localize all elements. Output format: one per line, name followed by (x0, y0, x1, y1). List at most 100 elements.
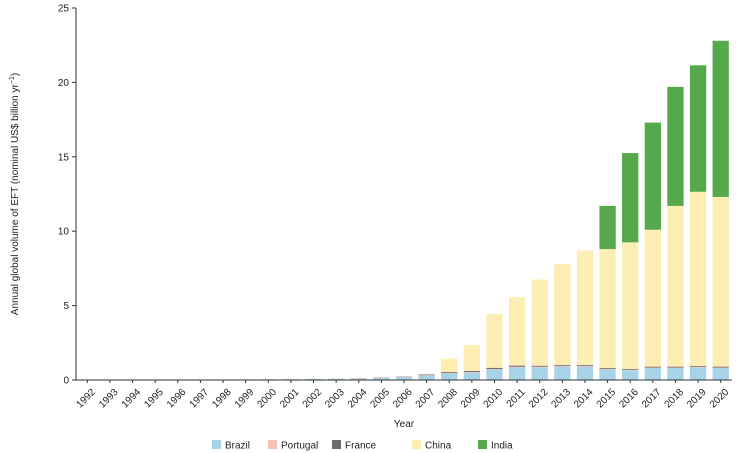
x-tick-label: 2009 (459, 387, 483, 411)
bar-india-2018 (667, 86, 684, 206)
x-tick-label: 1992 (74, 387, 98, 411)
bar-brazil-2009 (463, 372, 481, 380)
x-tick-label: 1997 (188, 387, 212, 411)
y-axis-title-main: Annual global volume of EFT (nominal US$… (10, 83, 21, 315)
bar-brazil-2006 (395, 376, 413, 380)
bar-portugal-2012 (531, 366, 548, 368)
bar-france-2019 (689, 365, 707, 367)
y-tick-label: 25 (58, 4, 70, 15)
bar-china-2018 (667, 205, 684, 367)
legend-swatch-portugal (268, 440, 277, 449)
x-tick-label: 2015 (595, 387, 619, 411)
bar-france-2009 (463, 370, 481, 372)
x-tick-label: 2020 (708, 387, 732, 411)
bar-portugal-2013 (554, 366, 571, 367)
bar-brazil-2016 (622, 370, 639, 380)
bar-portugal-2005 (373, 377, 390, 378)
legend-label-france: France (345, 441, 377, 452)
x-tick-label: 2013 (549, 387, 573, 411)
bar-portugal-2015 (599, 368, 616, 370)
bar-brazil-2008 (441, 373, 458, 380)
bar-india-2020 (712, 40, 729, 197)
bar-portugal-2019 (689, 366, 707, 368)
bar-china-2019 (689, 191, 707, 366)
x-tick-label: 2010 (482, 387, 506, 411)
x-tick-label: 1995 (142, 387, 166, 411)
legend-item-india: India (478, 440, 513, 452)
bar-brazil-2017 (644, 368, 661, 380)
bar-portugal-2011 (508, 366, 526, 368)
bar-portugal-2008 (441, 372, 458, 374)
bar-portugal-2020 (712, 367, 729, 369)
bar-portugal-2016 (622, 369, 639, 371)
x-tick-label: 2008 (436, 387, 460, 411)
bar-brazil-2020 (712, 368, 729, 380)
x-tick-label: 2002 (301, 387, 325, 411)
bar-china-2020 (712, 196, 729, 367)
legend-label-india: India (491, 441, 513, 452)
legend-swatch-france (332, 440, 341, 449)
bar-brazil-2005 (373, 377, 390, 380)
bar-france-2008 (441, 371, 458, 373)
y-axis-title-superscript: −1 (9, 76, 16, 84)
x-tick-label: 2005 (369, 387, 393, 411)
legend-swatch-china (412, 440, 421, 449)
bar-france-2015 (599, 368, 616, 369)
bar-portugal-2017 (644, 367, 661, 369)
bar-india-2019 (689, 65, 707, 192)
legend-item-portugal: Portugal (268, 440, 318, 452)
x-tick-label: 2012 (527, 387, 551, 411)
legend-swatch-india (478, 440, 487, 449)
bar-china-2012 (531, 279, 548, 366)
x-tick-label: 2016 (617, 387, 641, 411)
bar-china-2009 (463, 344, 481, 371)
x-tick-label: 2018 (663, 387, 687, 411)
bar-brazil-2019 (689, 367, 707, 380)
bar-brazil-2012 (531, 367, 548, 380)
legend-item-brazil: Brazil (212, 440, 250, 452)
bar-portugal-2014 (576, 366, 594, 367)
bar-china-2015 (599, 249, 616, 369)
x-tick-label: 2000 (255, 387, 279, 411)
bar-portugal-2018 (667, 367, 684, 369)
bar-china-2011 (508, 297, 526, 366)
bar-portugal-2004 (350, 378, 367, 379)
legend-item-france: France (332, 440, 377, 452)
bar-france-2013 (554, 365, 571, 367)
x-tick-label: 1996 (165, 387, 189, 411)
y-axis-title-close: ) (10, 73, 21, 76)
bar-china-2014 (576, 250, 594, 366)
bar-france-2010 (486, 367, 503, 369)
legend-item-china: China (412, 440, 452, 452)
bars-layer (79, 40, 729, 381)
bar-brazil-2014 (576, 366, 594, 380)
x-tick-label: 2004 (346, 387, 370, 411)
bar-portugal-2006 (395, 376, 413, 377)
bar-china-2016 (622, 242, 639, 369)
x-tick-label: 2003 (323, 387, 347, 411)
y-tick-label: 5 (63, 301, 69, 312)
bar-brazil-2010 (486, 369, 503, 380)
y-tick-label: 15 (58, 152, 70, 163)
bar-brazil-2002 (305, 378, 322, 380)
y-tick-label: 10 (58, 227, 70, 238)
x-tick-label: 2017 (640, 387, 664, 411)
bar-brazil-2003 (327, 378, 345, 380)
x-tick-label: 2007 (414, 387, 438, 411)
bar-france-2012 (531, 365, 548, 367)
x-tick-label: 2001 (278, 387, 302, 411)
bar-france-2016 (622, 368, 639, 370)
bar-portugal-2010 (486, 368, 503, 370)
bar-france-2017 (644, 366, 661, 368)
bar-portugal-2009 (463, 371, 481, 373)
bar-india-2017 (644, 122, 661, 230)
bar-portugal-2007 (418, 374, 435, 376)
bar-india-2015 (599, 205, 616, 250)
bar-china-2008 (441, 358, 458, 372)
legend-swatch-brazil (212, 440, 221, 449)
bar-france-2007 (418, 374, 435, 376)
bar-india-2016 (622, 153, 639, 243)
bar-brazil-2018 (667, 368, 684, 380)
x-axis-title: Year (394, 419, 415, 430)
